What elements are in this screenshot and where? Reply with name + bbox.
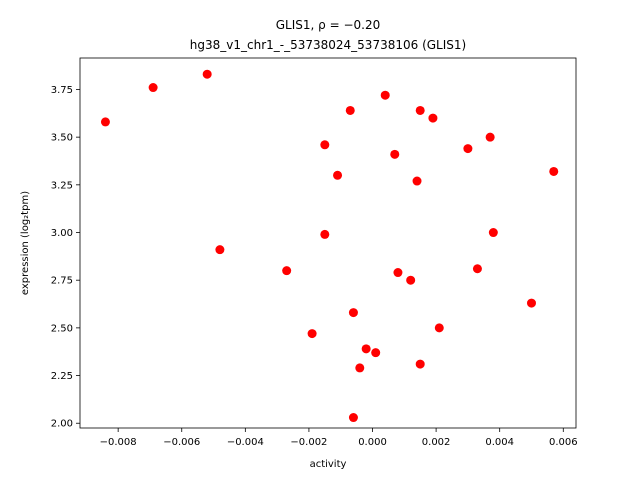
data-point xyxy=(463,144,473,154)
data-point xyxy=(100,117,110,127)
data-point xyxy=(320,229,330,239)
data-point xyxy=(282,266,292,276)
y-tick-label: 2.25 xyxy=(51,371,73,382)
data-point xyxy=(390,149,400,159)
x-tick-label: 0.002 xyxy=(422,437,451,448)
y-tick-label: 2.50 xyxy=(51,323,73,334)
data-point xyxy=(345,105,355,115)
data-point xyxy=(333,170,343,180)
data-point xyxy=(380,90,390,100)
y-tick-label: 3.75 xyxy=(51,85,73,96)
data-point xyxy=(415,105,425,115)
chart-title-line1: GLIS1, ρ = −0.20 xyxy=(276,18,380,32)
x-tick-label: −0.004 xyxy=(227,437,264,448)
data-point xyxy=(348,413,358,423)
x-tick-label: 0.004 xyxy=(485,437,514,448)
data-point xyxy=(355,363,365,373)
data-point xyxy=(485,132,495,142)
data-point xyxy=(412,176,422,186)
data-points xyxy=(100,69,559,423)
data-point xyxy=(428,113,438,123)
x-tick-label: 0.000 xyxy=(358,437,387,448)
data-point xyxy=(549,166,559,176)
y-tick-label: 2.00 xyxy=(51,419,73,430)
data-point xyxy=(215,245,225,255)
data-point xyxy=(434,323,444,333)
x-tick-label: −0.008 xyxy=(100,437,137,448)
x-tick-label: −0.006 xyxy=(163,437,200,448)
data-point xyxy=(472,264,482,274)
data-point xyxy=(415,359,425,369)
data-point xyxy=(361,344,371,354)
plot-frame xyxy=(79,57,577,429)
data-point xyxy=(348,308,358,318)
y-tick-label: 3.50 xyxy=(51,133,73,144)
x-axis-ticks: −0.008 −0.006 −0.004 −0.002 0.000 0.002 0.004 0… xyxy=(100,428,578,448)
data-point xyxy=(393,268,403,278)
y-tick-label: 3.25 xyxy=(51,180,73,191)
chart-title-line2: hg38_v1_chr1_-_53738024_53738106 (GLIS1) xyxy=(190,38,466,52)
y-tick-label: 3.00 xyxy=(51,228,73,239)
y-tick-label: 2.75 xyxy=(51,276,73,287)
y-axis-label: expression (log₂tpm) xyxy=(20,191,31,295)
data-point xyxy=(406,275,416,285)
data-point xyxy=(371,348,381,358)
data-point xyxy=(488,228,498,238)
data-point xyxy=(526,298,536,308)
data-point xyxy=(307,329,317,339)
x-tick-label: 0.006 xyxy=(549,437,578,448)
data-point xyxy=(148,83,158,93)
y-axis-ticks: 2.00 2.25 2.50 2.75 3.00 3.25 3.50 3.75 xyxy=(51,85,80,430)
data-point xyxy=(320,140,330,150)
x-axis-label: activity xyxy=(310,459,347,470)
data-point xyxy=(202,69,212,79)
x-tick-label: −0.002 xyxy=(290,437,327,448)
